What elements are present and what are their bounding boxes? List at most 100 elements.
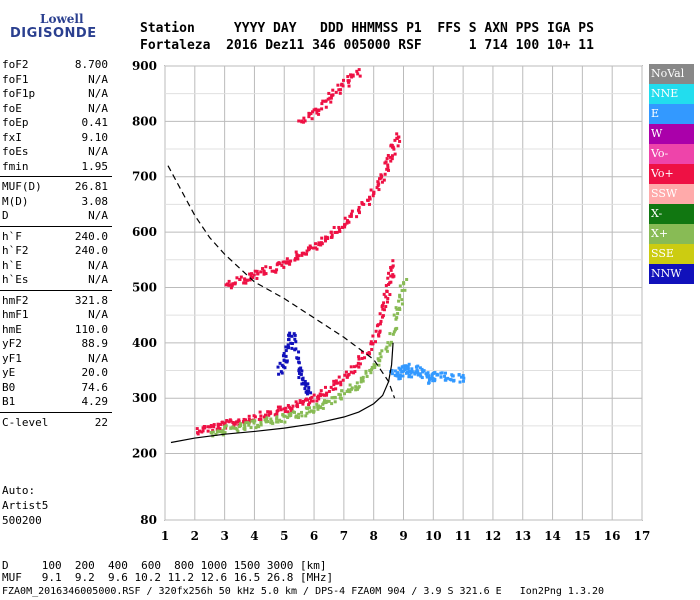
trace-point (318, 394, 322, 398)
trace-point (286, 345, 290, 349)
trace-point (262, 270, 266, 274)
auto-label: Auto: (2, 484, 36, 497)
trace-point (368, 197, 372, 201)
trace-point (385, 290, 389, 294)
trace-point (212, 425, 216, 429)
trace-point (239, 275, 243, 279)
trace-point (244, 421, 248, 425)
legend-item-ssw: SSW (649, 184, 694, 204)
trace-point (327, 399, 331, 403)
trace-point (245, 278, 249, 282)
trace-point (300, 369, 304, 373)
trace-point (382, 301, 386, 305)
trace-point (309, 399, 313, 403)
trace-point (328, 96, 332, 100)
trace-point (282, 351, 286, 355)
digisonde-logo: Lowell DIGISONDE (8, 10, 128, 50)
trace-point (285, 359, 289, 363)
trace-point (462, 376, 466, 380)
param-key: yF2 (2, 337, 22, 350)
trace-point (290, 346, 294, 350)
trace-point (289, 259, 293, 263)
legend-item-vo-: Vo+ (649, 164, 694, 184)
trace-point (307, 115, 311, 119)
trace-point (350, 75, 354, 79)
trace-point (209, 424, 213, 428)
trace-point (259, 423, 263, 427)
trace-point (259, 420, 263, 424)
trace-point (248, 278, 252, 282)
trace-point (283, 409, 287, 413)
param-key: hmF1 (2, 308, 29, 321)
trace-point (346, 220, 350, 224)
trace-point (317, 112, 321, 116)
x-tick-label: 3 (220, 529, 228, 543)
trace-point (275, 268, 279, 272)
trace-point (287, 261, 291, 265)
trace-point (271, 421, 275, 425)
trace-point (373, 340, 377, 344)
trace-point (377, 188, 381, 192)
trace-point (459, 375, 463, 379)
trace-point (331, 93, 335, 97)
trace-point (278, 405, 282, 409)
param-value: N/A (88, 273, 108, 286)
param-key: C-level (2, 415, 49, 429)
trace-point (416, 364, 420, 368)
trace-point (304, 390, 308, 394)
y-tick-label: 600 (132, 225, 157, 239)
trace-point (281, 354, 285, 358)
trace-point (398, 373, 402, 377)
trace-point (371, 342, 375, 346)
trace-point (426, 371, 430, 375)
trace-point (305, 407, 309, 411)
trace-point (318, 392, 322, 396)
trace-point (254, 426, 258, 430)
param-key: fxI (2, 130, 22, 144)
trace-point (214, 432, 218, 436)
trace-point (324, 105, 328, 109)
param-key: h`F2 (2, 244, 29, 257)
trace-point (394, 306, 398, 310)
trace-vo-0 (195, 259, 396, 436)
trace-point (276, 420, 280, 424)
trace-point (325, 235, 329, 239)
trace-point (297, 361, 301, 365)
trace-point (307, 386, 311, 390)
trace-point (248, 418, 252, 422)
trace-point (227, 420, 231, 424)
trace-point (302, 116, 306, 120)
trace-point (259, 417, 263, 421)
trace-point (380, 349, 384, 353)
trace-point (235, 428, 239, 432)
trace-point (263, 418, 267, 422)
trace-point (316, 395, 320, 399)
trace-point (304, 414, 308, 418)
trace-point (227, 279, 231, 283)
param-fof2: foF2 8.700 (2, 58, 108, 72)
trace-point (286, 410, 290, 414)
trace-point (430, 375, 434, 379)
trace-point (360, 356, 364, 360)
legend-item-e: E (649, 104, 694, 124)
trace-point (360, 201, 364, 205)
trace-point (269, 411, 273, 415)
trace-point (370, 368, 374, 372)
trace-point (264, 272, 268, 276)
trace-point (406, 367, 410, 371)
trace-point (315, 111, 319, 115)
x-tick-label: 9 (399, 529, 407, 543)
trace-point (235, 276, 239, 280)
y-tick-labels: 80 200 300 400 500 600 700 800 900 (132, 59, 157, 527)
trace-point (386, 166, 390, 170)
trace-point (391, 264, 395, 268)
trace-x-1 (209, 277, 409, 438)
trace-point (439, 371, 443, 375)
auto-program: Artist5 (2, 499, 49, 512)
trace-point (312, 393, 316, 397)
param-key: M(D) (2, 194, 29, 208)
trace-point (225, 419, 229, 423)
param-hes: h`Es N/A (2, 273, 108, 287)
trace-point (283, 366, 287, 370)
trace-point (291, 404, 295, 408)
